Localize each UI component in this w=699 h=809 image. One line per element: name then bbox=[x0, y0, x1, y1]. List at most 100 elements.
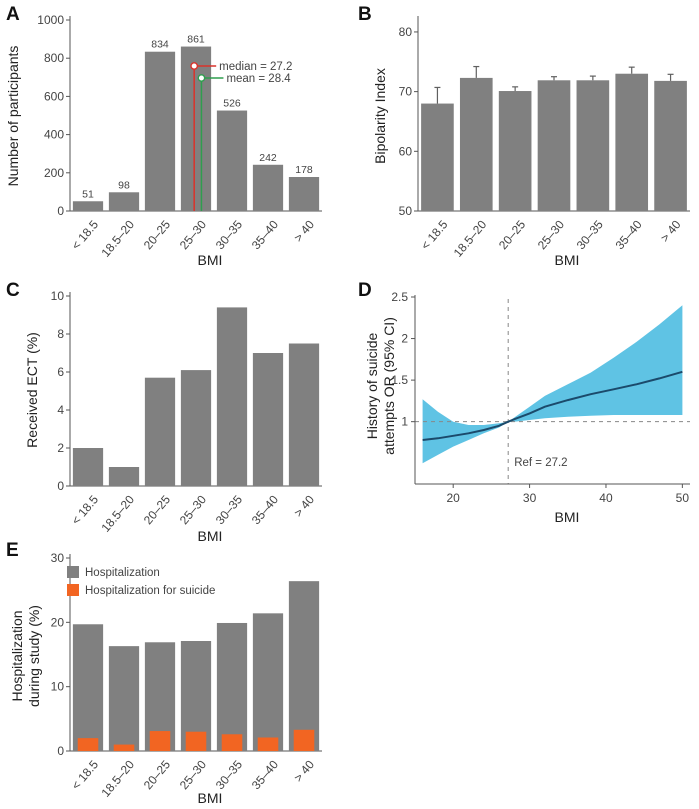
y-tick-label: 400 bbox=[44, 128, 64, 142]
bar bbox=[421, 103, 454, 211]
bar bbox=[576, 80, 610, 211]
y-tick-label: 50 bbox=[399, 204, 413, 218]
x-tick-label: 25–30 bbox=[535, 217, 567, 252]
panel-e: E Hospitalization during study (%) BMI 0… bbox=[6, 540, 322, 806]
data-label: 51 bbox=[82, 188, 94, 200]
y-tick-label: 10 bbox=[51, 680, 65, 694]
y-tick-label: 8 bbox=[57, 327, 64, 341]
x-tick-label: 18.5–20 bbox=[451, 217, 490, 259]
panel-e-y-axis-label-line2: during study (%) bbox=[26, 605, 42, 707]
data-label: 526 bbox=[223, 98, 241, 110]
y-tick-label: 4 bbox=[57, 403, 64, 417]
panel-d-y-axis-label-line1: History of suicide bbox=[364, 332, 380, 439]
bar bbox=[615, 73, 649, 211]
x-tick-label: 30–35 bbox=[574, 217, 606, 252]
panel-label-c: C bbox=[6, 280, 20, 301]
x-tick-label: 20–25 bbox=[141, 492, 173, 527]
panel-a: A Number of participants BMI 0 200 400 600 8… bbox=[5, 4, 322, 268]
x-tick-label: 30–35 bbox=[213, 757, 245, 792]
bar-suicide bbox=[293, 729, 315, 751]
bar bbox=[288, 177, 320, 211]
confidence-band bbox=[422, 305, 683, 464]
panel-d-y-axis-label-line2: attempts OR (95% CI) bbox=[381, 317, 397, 455]
y-tick-label: 30 bbox=[51, 551, 65, 565]
x-tick-label: 20–25 bbox=[496, 217, 528, 252]
x-tick-label: < 18.5 bbox=[69, 217, 102, 252]
bar bbox=[537, 80, 571, 211]
x-tick-label: > 40 bbox=[291, 757, 317, 784]
y-tick-label: 6 bbox=[57, 365, 64, 379]
x-tick-label: 25–30 bbox=[177, 492, 209, 527]
x-tick-label: 20–25 bbox=[141, 757, 173, 792]
panel-label-a: A bbox=[6, 4, 20, 25]
y-tick-label: 2.5 bbox=[391, 290, 408, 304]
x-tick-label: > 40 bbox=[291, 217, 317, 244]
legend-label-hospitalization: Hospitalization bbox=[85, 567, 160, 579]
legend-swatch-suicide bbox=[67, 584, 79, 596]
bar bbox=[498, 91, 532, 211]
x-tick-label: < 18.5 bbox=[418, 217, 451, 252]
bar bbox=[108, 467, 140, 486]
y-tick-label: 1000 bbox=[37, 13, 64, 27]
estimate-line bbox=[422, 370, 683, 441]
panel-e-y-axis-label-line1: Hospitalization bbox=[9, 610, 25, 701]
panel-d: D History of suicide attempts OR (95% CI… bbox=[358, 280, 690, 525]
y-tick-label: 10 bbox=[51, 289, 65, 303]
legend-swatch-hospitalization bbox=[67, 566, 79, 578]
y-tick-label: 0 bbox=[57, 204, 64, 218]
panel-c-y-axis-label: Received ECT (%) bbox=[24, 332, 40, 448]
bar bbox=[252, 164, 284, 211]
bar bbox=[72, 448, 104, 486]
y-tick-label: 60 bbox=[399, 144, 413, 158]
bar bbox=[180, 370, 212, 486]
y-tick-label: 1.5 bbox=[391, 373, 408, 387]
bar bbox=[216, 622, 248, 751]
x-tick-label: 35–40 bbox=[249, 492, 281, 527]
reference-label: Ref = 27.2 bbox=[514, 457, 567, 469]
bar bbox=[180, 46, 212, 212]
y-tick-label: 2 bbox=[401, 332, 408, 346]
median-annotation: median = 27.2 bbox=[219, 61, 292, 73]
panel-e-x-axis-label: BMI bbox=[198, 790, 223, 806]
panel-label-b: B bbox=[358, 4, 372, 25]
x-tick-label: 20 bbox=[447, 491, 461, 505]
panel-a-x-axis-label: BMI bbox=[198, 252, 223, 268]
data-label: 834 bbox=[151, 39, 169, 51]
panel-a-y-axis-label: Number of participants bbox=[5, 46, 21, 187]
x-tick-label: 25–30 bbox=[177, 217, 209, 252]
panel-label-d: D bbox=[358, 280, 372, 301]
x-tick-label: 35–40 bbox=[249, 757, 281, 792]
bar-suicide bbox=[77, 738, 99, 751]
x-tick-label: 30–35 bbox=[213, 492, 245, 527]
y-tick-label: 0 bbox=[57, 479, 64, 493]
bar-suicide bbox=[149, 731, 171, 751]
x-tick-label: 40 bbox=[599, 491, 613, 505]
mean-marker bbox=[197, 74, 206, 82]
x-tick-label: 18.5–20 bbox=[98, 217, 137, 259]
panel-c: C Received ECT (%) BMI 0 2 4 6 8 10 < 18.518.5… bbox=[6, 280, 322, 544]
y-tick-label: 800 bbox=[44, 51, 64, 65]
x-tick-label: > 40 bbox=[658, 217, 684, 244]
x-tick-label: 30 bbox=[523, 491, 537, 505]
x-tick-label: < 18.5 bbox=[69, 492, 102, 527]
x-tick-label: < 18.5 bbox=[69, 757, 102, 792]
data-label: 861 bbox=[187, 34, 205, 46]
y-tick-label: 80 bbox=[399, 25, 413, 39]
bar bbox=[108, 646, 140, 751]
panel-b-x-axis-label: BMI bbox=[555, 252, 580, 268]
y-tick-label: 20 bbox=[51, 615, 65, 629]
bar bbox=[459, 77, 493, 211]
x-tick-label: > 40 bbox=[291, 492, 317, 519]
bar bbox=[654, 80, 687, 211]
x-tick-label: 50 bbox=[676, 491, 690, 505]
panel-label-e: E bbox=[6, 540, 19, 561]
x-tick-label: 18.5–20 bbox=[98, 492, 137, 534]
bar bbox=[216, 307, 248, 486]
bar bbox=[144, 51, 176, 212]
mean-annotation: mean = 28.4 bbox=[226, 73, 291, 85]
x-tick-label: 18.5–20 bbox=[98, 757, 137, 799]
panel-c-x-axis-label: BMI bbox=[198, 528, 223, 544]
x-tick-label: 25–30 bbox=[177, 757, 209, 792]
bar-suicide bbox=[257, 737, 279, 751]
